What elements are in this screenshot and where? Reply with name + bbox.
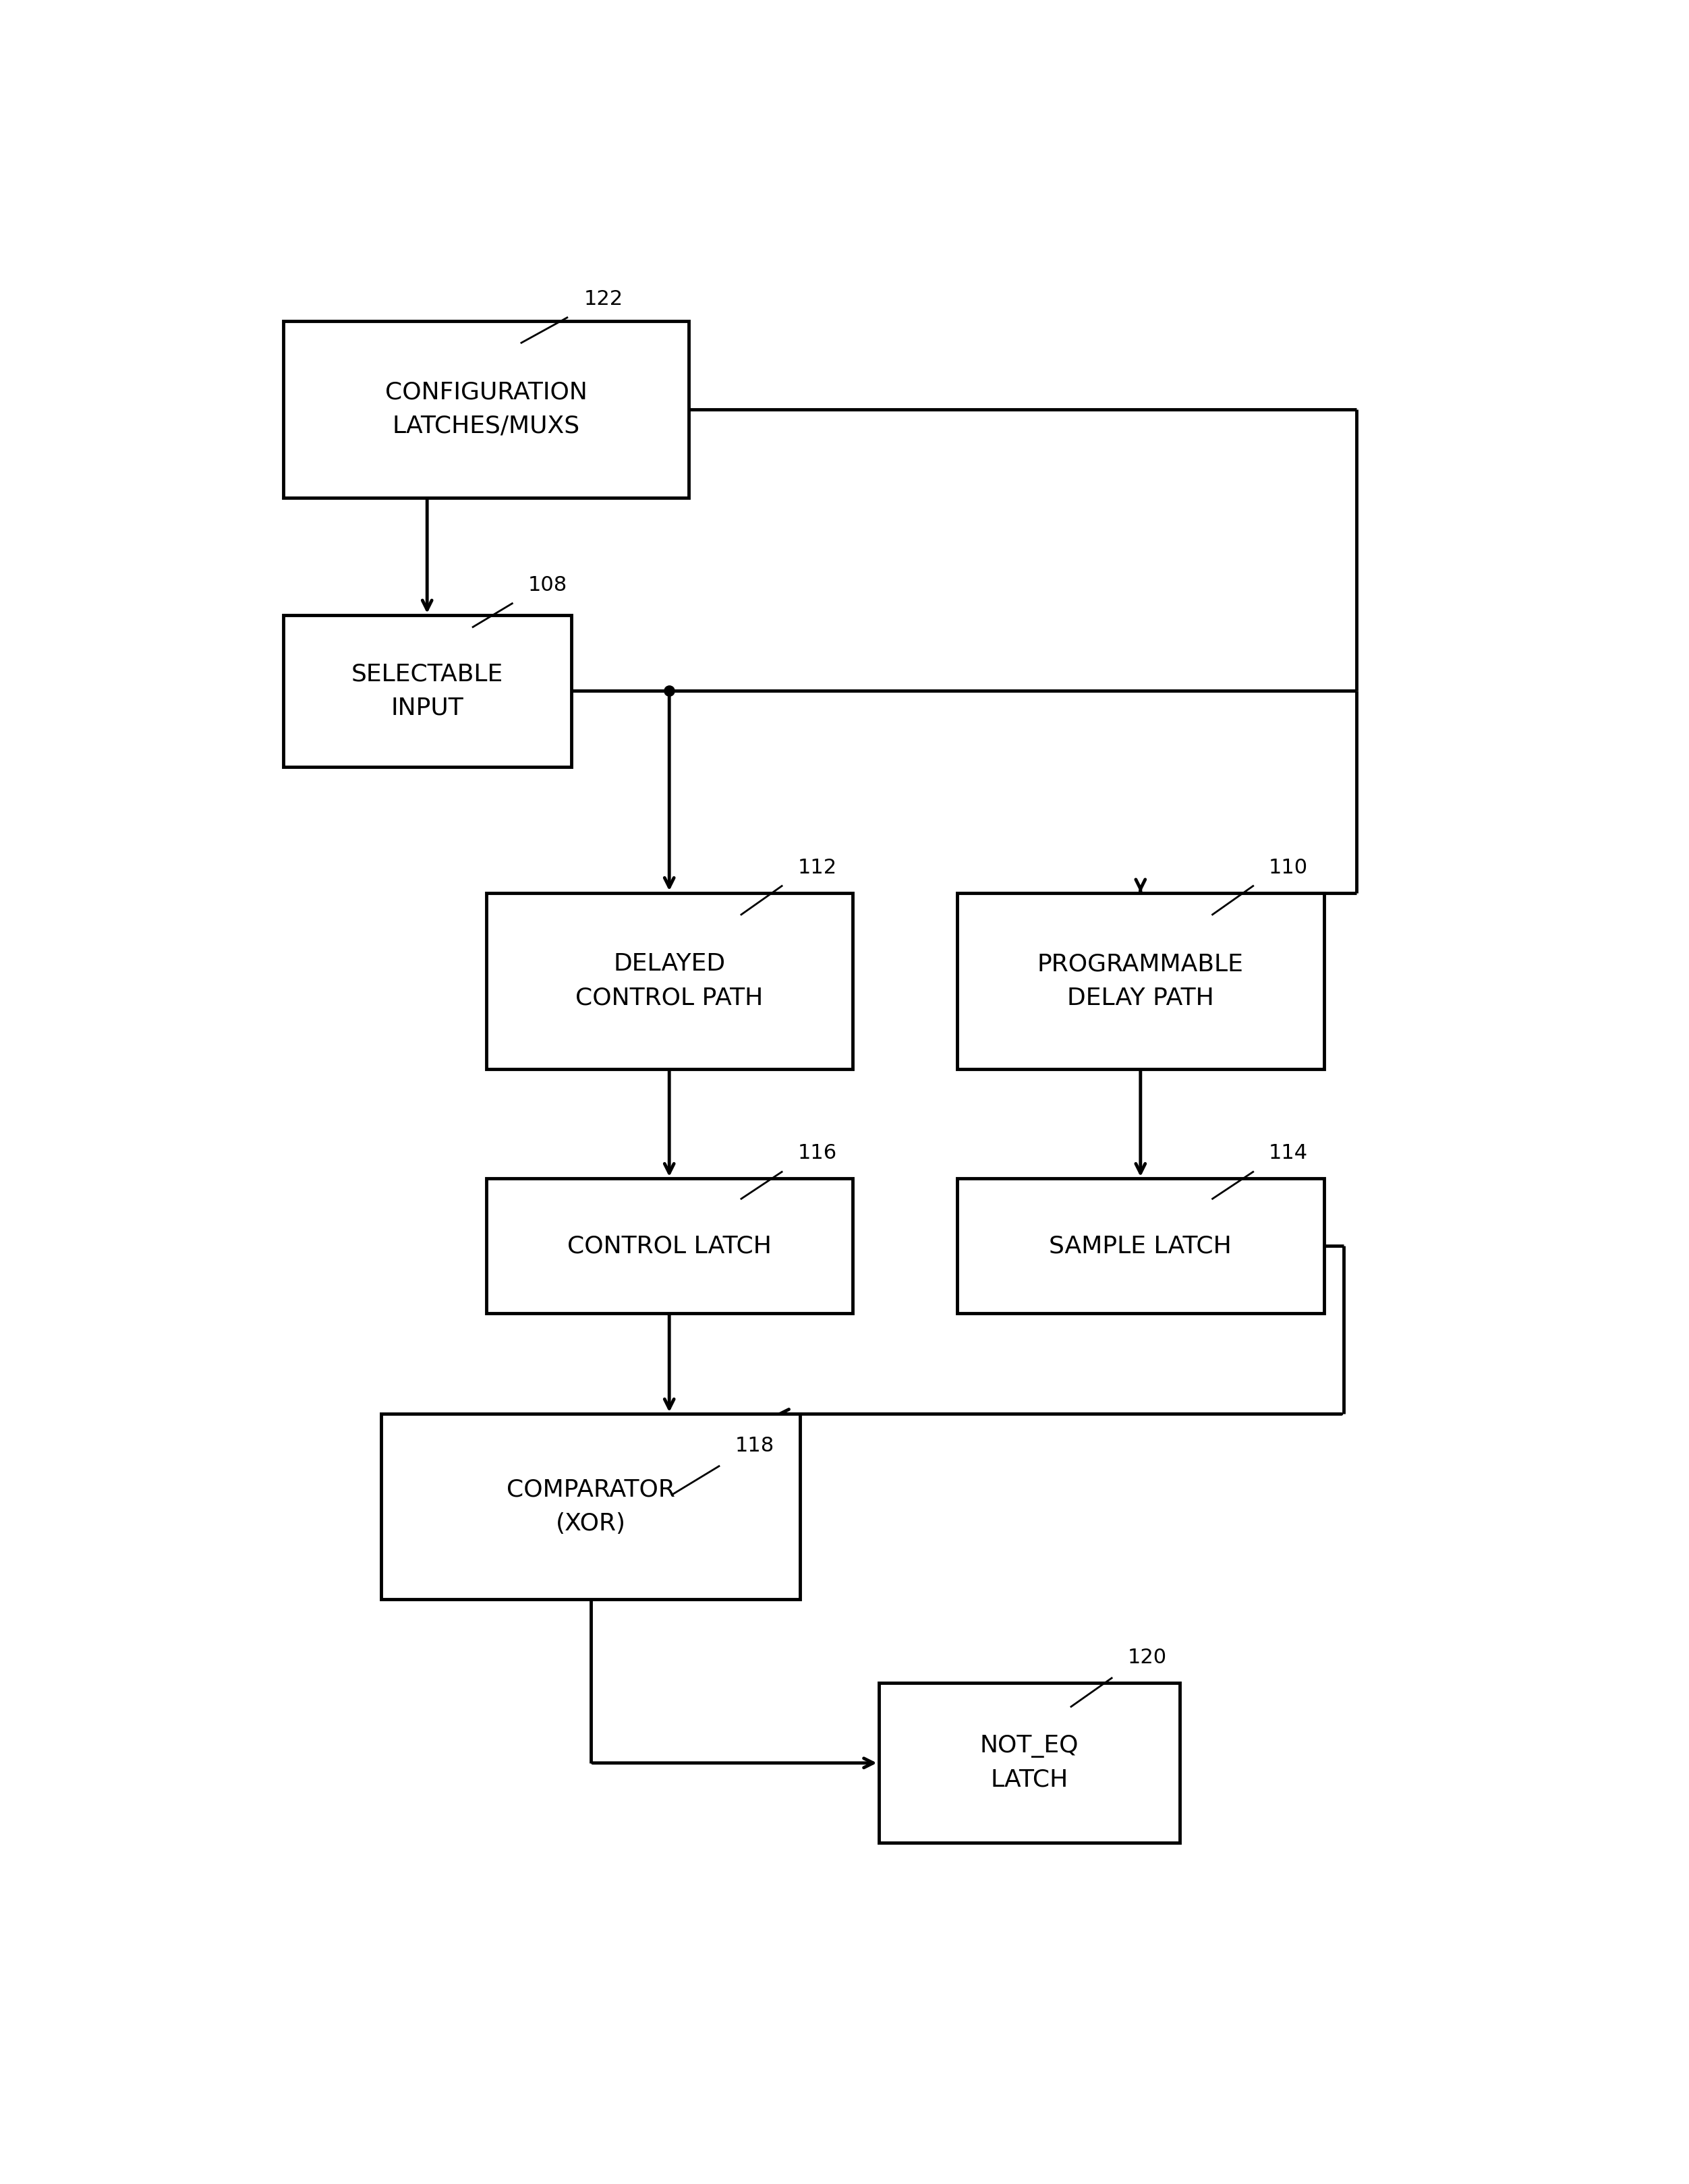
- Text: 122: 122: [584, 288, 623, 308]
- Bar: [486, 1179, 853, 1313]
- Bar: [284, 616, 571, 767]
- Bar: [284, 321, 689, 498]
- Bar: [878, 1684, 1179, 1843]
- Text: CONFIGURATION
LATCHES/MUXS: CONFIGURATION LATCHES/MUXS: [385, 380, 588, 437]
- Text: SELECTABLE
INPUT: SELECTABLE INPUT: [351, 662, 503, 719]
- Bar: [958, 893, 1324, 1070]
- Text: 116: 116: [797, 1144, 836, 1164]
- Text: 110: 110: [1268, 858, 1307, 878]
- Text: 108: 108: [529, 574, 568, 594]
- Bar: [382, 1413, 801, 1599]
- Text: 120: 120: [1127, 1649, 1167, 1669]
- Bar: [958, 1179, 1324, 1313]
- Text: 118: 118: [735, 1437, 774, 1457]
- Text: 112: 112: [797, 858, 836, 878]
- Text: DELAYED
CONTROL PATH: DELAYED CONTROL PATH: [576, 952, 763, 1009]
- Text: CONTROL LATCH: CONTROL LATCH: [568, 1234, 772, 1258]
- Text: COMPARATOR
(XOR): COMPARATOR (XOR): [507, 1479, 676, 1535]
- Text: PROGRAMMABLE
DELAY PATH: PROGRAMMABLE DELAY PATH: [1037, 952, 1243, 1009]
- Text: SAMPLE LATCH: SAMPLE LATCH: [1049, 1234, 1231, 1258]
- Text: NOT_EQ
LATCH: NOT_EQ LATCH: [980, 1734, 1079, 1791]
- Bar: [486, 893, 853, 1070]
- Text: 114: 114: [1268, 1144, 1307, 1164]
